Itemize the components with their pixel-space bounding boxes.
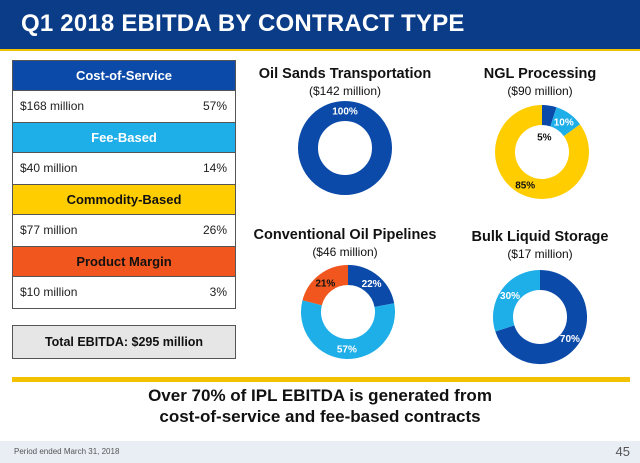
legend-amount: $10 million (20, 285, 78, 299)
header-bar: Q1 2018 EBITDA BY CONTRACT TYPE (0, 0, 640, 49)
slice-label-cost-of-service: 22% (362, 279, 382, 290)
slice-label-product-margin: 21% (315, 278, 335, 289)
takeaway-line-1: Over 70% of IPL EBITDA is generated from (148, 386, 492, 405)
donut-slice-fee-based (493, 270, 541, 332)
legend-header-commodity-based: Commodity-Based (13, 185, 235, 215)
donut-slice-fee-based (301, 300, 395, 359)
slice-label-cost-of-service: 70% (560, 334, 580, 345)
chart-subtitle-bulk-storage: ($17 million) (507, 247, 573, 261)
chart-title-conventional: Conventional Oil Pipelines (253, 227, 437, 243)
slice-label-fee-based: 57% (337, 344, 357, 355)
donut-slice-product-margin (302, 265, 349, 306)
legend-amount: $40 million (20, 161, 78, 175)
chart-title-bulk-storage: Bulk Liquid Storage (471, 229, 609, 245)
donut-slice-commodity-based (495, 105, 589, 199)
takeaway-line-2: cost-of-service and fee-based contracts (159, 407, 481, 426)
legend-percent: 26% (202, 223, 227, 237)
slice-label-cost-of-service: 100% (332, 107, 358, 118)
donut-slice-fee-based (549, 107, 581, 137)
donut-slice-cost-of-service (541, 105, 557, 127)
chart-subtitle-conventional: ($46 million) (312, 245, 378, 259)
chart-subtitle-oil-sands: ($142 million) (308, 84, 382, 98)
takeaway-text: Over 70% of IPL EBITDA is generated from… (0, 385, 640, 427)
total-ebitda-box: Total EBITDA: $295 million (12, 325, 236, 359)
slice-label-fee-based: 10% (554, 118, 574, 129)
legend-percent: 57% (202, 99, 227, 113)
period-footnote: Period ended March 31, 2018 (14, 447, 120, 456)
header-accent-stripe (0, 49, 640, 51)
legend-amount: $168 million (20, 99, 85, 113)
footer-bar: Period ended March 31, 2018 45 (0, 441, 640, 463)
legend-amount: $77 million (20, 223, 78, 237)
contract-type-legend: Cost-of-Service $168 million 57% Fee-Bas… (12, 60, 236, 309)
legend-header-cost-of-service: Cost-of-Service (13, 61, 235, 91)
donut-slice-cost-of-service (347, 265, 395, 308)
slice-label-commodity-based: 85% (515, 180, 535, 191)
page-title: Q1 2018 EBITDA BY CONTRACT TYPE (21, 10, 465, 37)
slice-label-cost-of-service: 5% (537, 133, 552, 144)
legend-header-fee-based: Fee-Based (13, 123, 235, 153)
legend-row-cost-of-service: $168 million 57% (13, 91, 235, 123)
chart-title-ngl: NGL Processing (483, 66, 597, 82)
legend-percent: 3% (209, 285, 227, 299)
legend-percent: 14% (202, 161, 227, 175)
chart-title-oil-sands: Oil Sands Transportation (258, 66, 432, 82)
legend-row-fee-based: $40 million 14% (13, 153, 235, 185)
donut-slice-cost-of-service (298, 101, 392, 195)
donut-slice-cost-of-service (495, 270, 587, 364)
slice-label-fee-based: 30% (500, 291, 520, 302)
legend-row-commodity-based: $77 million 26% (13, 215, 235, 247)
chart-subtitle-ngl: ($90 million) (507, 84, 573, 98)
legend-header-product-margin: Product Margin (13, 247, 235, 277)
legend-row-product-margin: $10 million 3% (13, 277, 235, 308)
takeaway-divider (12, 377, 630, 382)
page-number: 45 (615, 444, 630, 459)
